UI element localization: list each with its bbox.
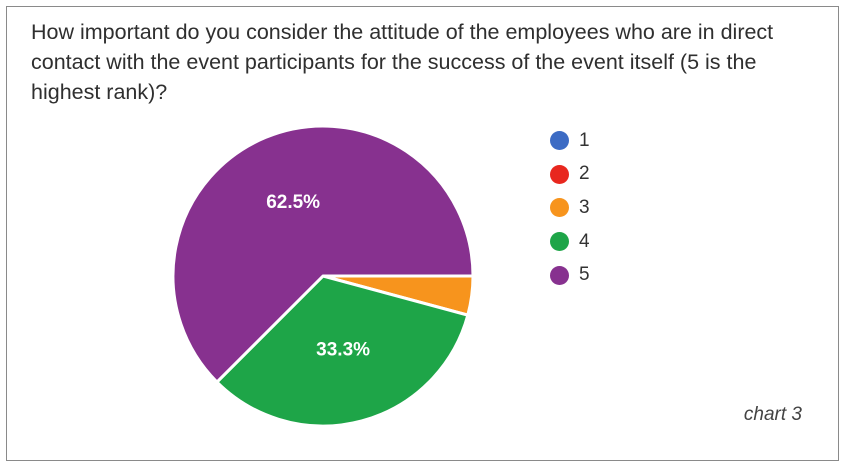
legend-swatch	[550, 131, 569, 151]
legend-item: 4	[550, 225, 590, 259]
chart-legend: 1 2 3 4 5	[550, 124, 590, 292]
pie-slice-4	[215, 274, 470, 428]
legend-swatch	[550, 164, 569, 184]
legend-label: 3	[579, 196, 590, 218]
legend-label: 5	[579, 264, 590, 286]
data-label-5: 62.5%	[266, 192, 320, 213]
legend-swatch	[550, 265, 569, 285]
legend-label: 4	[579, 230, 590, 252]
legend-swatch	[550, 198, 569, 218]
legend-label: 1	[579, 129, 590, 151]
legend-item: 3	[550, 191, 590, 225]
chart-title: How important do you consider the attitu…	[31, 20, 774, 104]
legend-item: 1	[550, 124, 590, 158]
legend-label: 2	[579, 163, 590, 185]
pie-slice-5	[171, 124, 475, 384]
legend-swatch	[550, 232, 569, 252]
data-label-4: 33.3%	[316, 339, 370, 360]
legend-item: 2	[550, 158, 590, 192]
legend-item: 5	[550, 258, 590, 292]
chart-caption: chart 3	[743, 404, 802, 425]
